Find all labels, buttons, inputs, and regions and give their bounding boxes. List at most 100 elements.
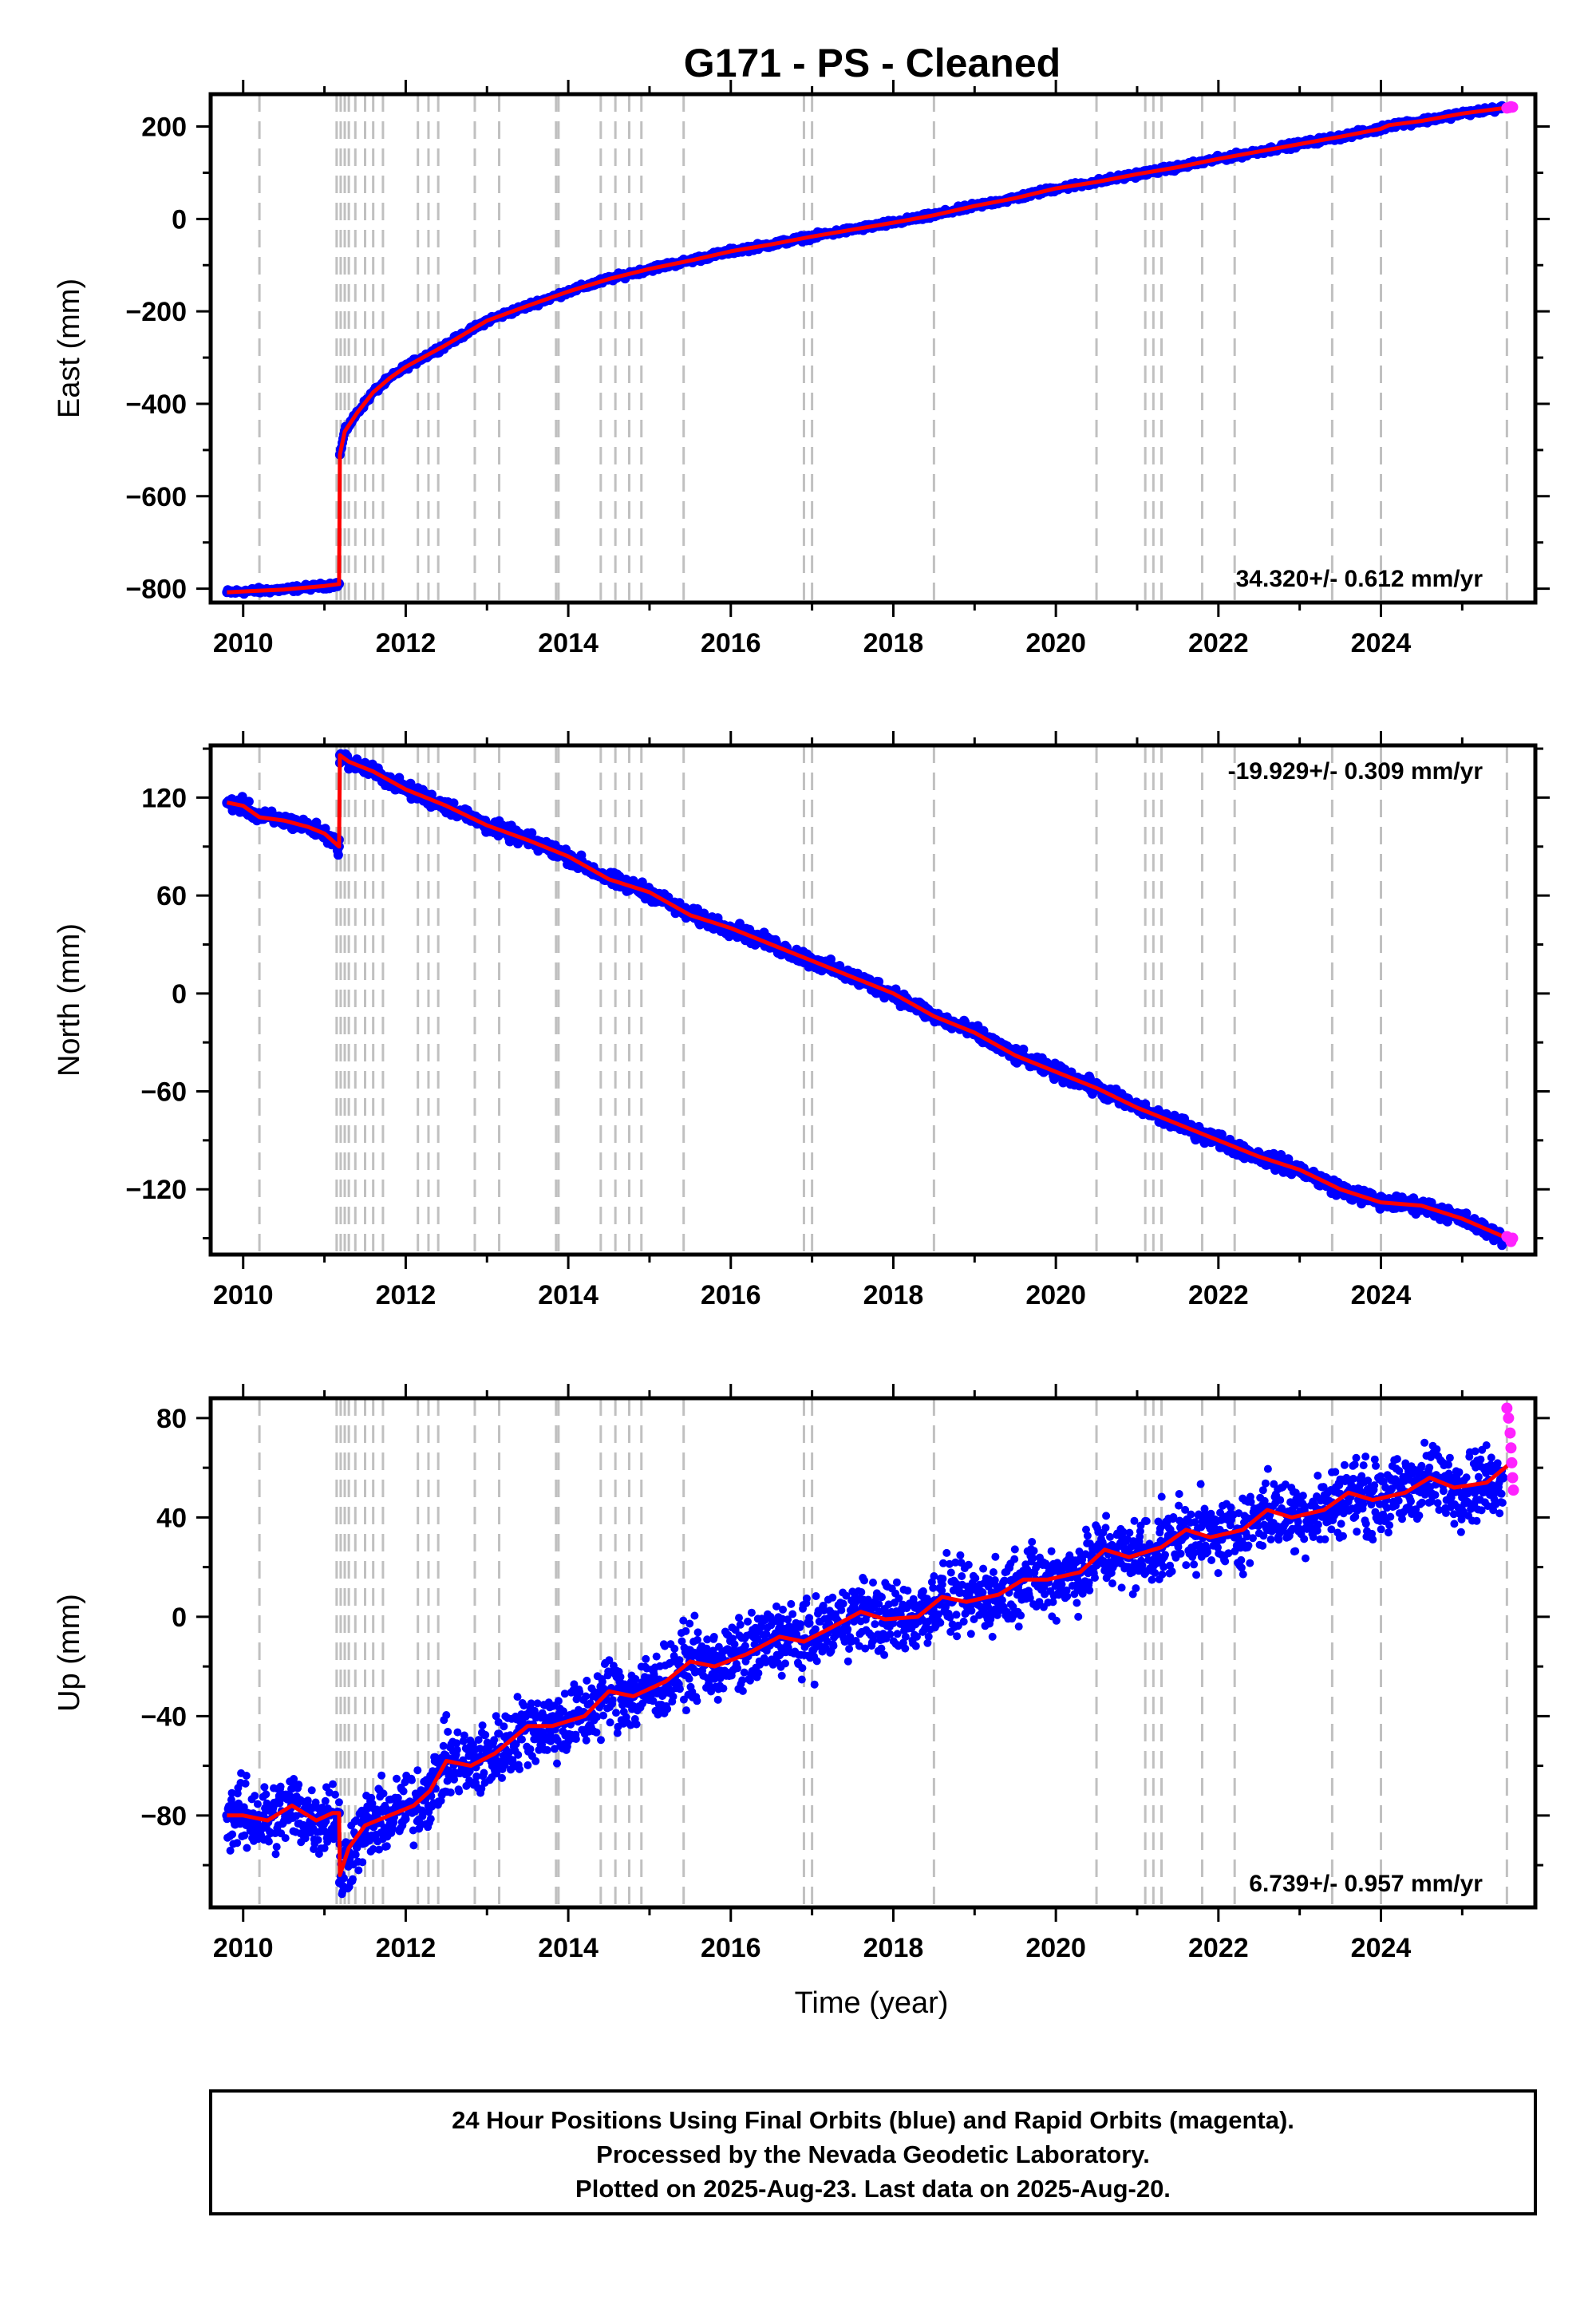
final-orbit-point xyxy=(762,1630,771,1638)
y-tick-label: 0 xyxy=(172,979,187,1010)
final-orbit-point xyxy=(399,1787,408,1796)
final-orbit-point xyxy=(676,1685,684,1694)
final-orbit-point xyxy=(226,1846,235,1855)
final-orbit-point xyxy=(731,1626,740,1634)
north-panel: 2010 2012 2014 2016 2018 2020 2022 2024−120−600… xyxy=(53,731,1550,1310)
model-line xyxy=(227,105,1511,595)
final-orbit-point xyxy=(599,1711,608,1720)
final-orbit-point xyxy=(582,1736,591,1745)
x-tick-label: 2024 xyxy=(1351,628,1412,658)
final-orbit-point xyxy=(678,1637,686,1646)
final-orbit-point xyxy=(719,1684,728,1693)
final-orbit-point xyxy=(413,1766,422,1775)
final-orbit-point xyxy=(271,1850,280,1859)
final-orbit-point xyxy=(508,1756,517,1765)
final-orbit-point xyxy=(812,1592,820,1600)
final-orbit-point xyxy=(681,1626,690,1635)
final-orbit-point xyxy=(690,1611,699,1620)
final-orbit-point xyxy=(444,1728,452,1736)
final-orbit-point xyxy=(612,1709,620,1717)
x-tick-label: 2012 xyxy=(376,1280,437,1310)
y-tick-label: −600 xyxy=(125,482,187,512)
final-orbit-point xyxy=(860,1576,868,1585)
final-orbit-point xyxy=(514,1750,523,1759)
x-tick-label: 2020 xyxy=(1025,628,1086,658)
final-orbit-point xyxy=(554,1697,563,1705)
rapid-orbit-point xyxy=(1507,1232,1519,1244)
final-orbit-point xyxy=(242,1772,251,1780)
up-panel: 2010 2012 2014 2016 2018 2020 2022 2024−80−4004… xyxy=(53,1384,1550,2020)
final-orbit-point xyxy=(476,1745,484,1753)
rate-label: 34.320+/- 0.612 mm/yr xyxy=(1236,566,1483,592)
final-orbit-point xyxy=(798,1664,807,1673)
final-orbit-point xyxy=(1066,1067,1077,1077)
final-orbit-points xyxy=(222,101,1508,599)
final-orbit-point xyxy=(939,1559,947,1567)
final-orbit-point xyxy=(626,1721,635,1729)
final-orbit-point xyxy=(393,1774,401,1783)
final-orbit-point xyxy=(738,1676,747,1685)
final-orbit-point xyxy=(519,1701,528,1710)
final-orbit-point xyxy=(559,1707,567,1716)
final-orbit-point xyxy=(811,1625,820,1634)
final-orbit-point xyxy=(880,1650,889,1659)
final-orbit-point xyxy=(583,1676,591,1685)
final-orbit-point xyxy=(331,1790,339,1799)
final-orbit-point xyxy=(953,1632,962,1641)
final-orbit-point xyxy=(886,1630,895,1638)
final-orbit-point xyxy=(527,828,537,838)
final-orbit-point xyxy=(492,1712,500,1721)
final-orbit-point xyxy=(455,1787,464,1796)
final-orbit-point xyxy=(857,1588,866,1596)
final-orbit-point xyxy=(593,1713,602,1721)
final-orbit-point xyxy=(478,1721,487,1729)
y-axis-label: North (mm) xyxy=(53,923,86,1077)
final-orbit-point xyxy=(878,1593,886,1602)
final-orbit-point xyxy=(526,1745,535,1753)
final-orbit-point xyxy=(843,1657,852,1666)
final-orbit-point xyxy=(682,1706,690,1715)
y-tick-label: 0 xyxy=(172,204,187,235)
x-tick-label: 2020 xyxy=(1025,1280,1086,1310)
final-orbit-point xyxy=(663,1705,672,1713)
final-orbit-point xyxy=(477,1784,486,1793)
final-orbit-point xyxy=(938,1580,946,1589)
final-orbit-point xyxy=(946,1568,955,1577)
final-orbit-point xyxy=(903,1587,912,1595)
rapid-orbit-point xyxy=(1507,101,1519,113)
final-orbit-point xyxy=(693,1628,702,1637)
final-orbit-point xyxy=(644,1674,653,1682)
final-orbit-point xyxy=(334,1798,343,1807)
final-orbit-point xyxy=(874,977,884,987)
final-orbit-point xyxy=(354,1866,363,1875)
final-orbit-point xyxy=(901,1644,910,1653)
final-orbit-point xyxy=(314,1836,322,1844)
final-orbit-point xyxy=(264,1837,273,1846)
y-tick-label: −400 xyxy=(125,389,187,420)
final-orbit-point xyxy=(810,1680,819,1689)
final-orbit-point xyxy=(744,1617,752,1626)
final-orbit-point xyxy=(924,1632,933,1641)
final-orbit-point xyxy=(368,1799,377,1808)
panel-frame xyxy=(208,743,1538,1257)
x-tick-label: 2022 xyxy=(1188,628,1249,658)
final-orbit-points xyxy=(222,1438,1508,1899)
final-orbit-point xyxy=(233,1839,242,1848)
east-panel: 2010 2012 2014 2016 2018 2020 2022 2024−800−600… xyxy=(53,80,1550,658)
final-orbit-point xyxy=(951,1558,960,1567)
final-orbit-point xyxy=(608,1696,617,1705)
final-orbit-point xyxy=(551,1745,559,1753)
x-tick-label: 2016 xyxy=(701,1280,761,1310)
final-orbit-point xyxy=(571,1735,580,1743)
final-orbit-point xyxy=(448,798,459,808)
final-orbit-point xyxy=(735,919,745,929)
x-tick-label: 2014 xyxy=(538,1280,598,1310)
final-orbit-point xyxy=(802,1594,811,1603)
final-orbit-point xyxy=(777,1671,786,1680)
final-orbit-point xyxy=(452,1739,461,1748)
final-orbit-point xyxy=(959,1617,968,1626)
final-orbit-point xyxy=(913,1632,921,1641)
final-orbit-point xyxy=(923,1638,932,1647)
final-orbit-point xyxy=(842,1591,851,1600)
final-orbit-point xyxy=(275,1799,284,1808)
